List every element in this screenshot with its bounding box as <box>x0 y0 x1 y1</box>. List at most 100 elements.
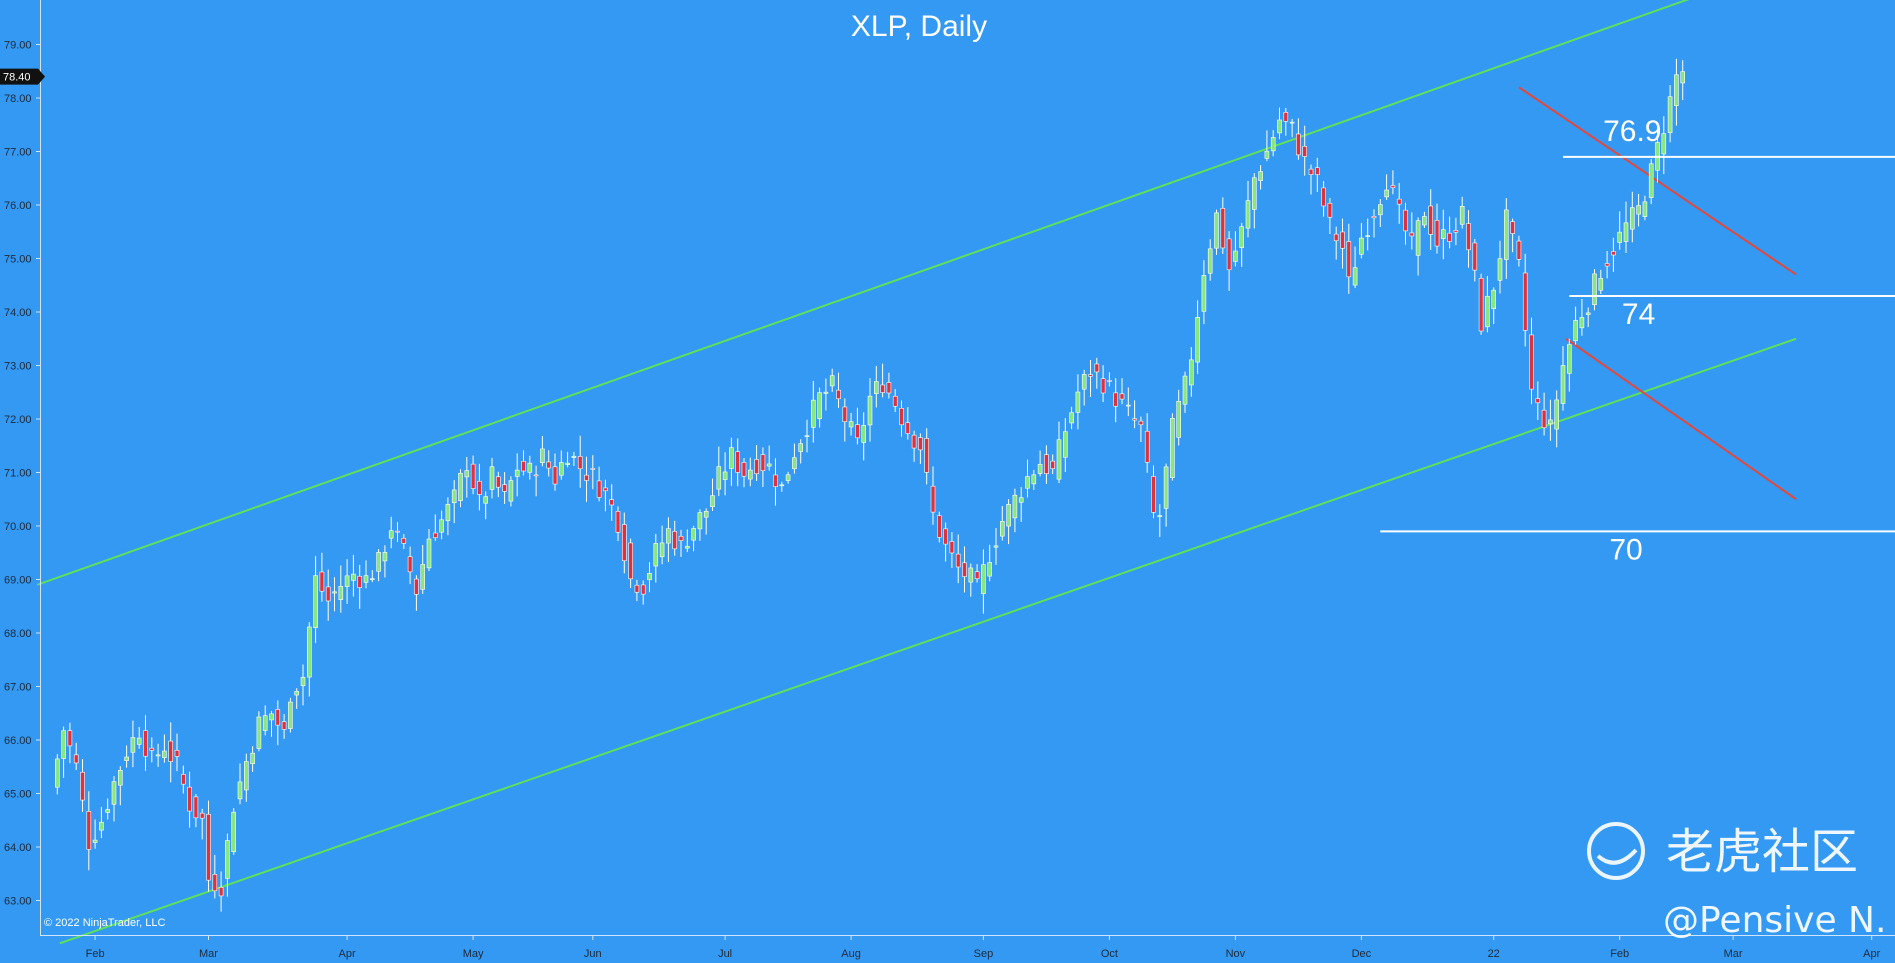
candle-body <box>1573 320 1578 342</box>
candle-body <box>949 541 955 554</box>
candle-body <box>395 530 400 533</box>
candle-body <box>1674 74 1679 106</box>
candle-body <box>149 747 155 751</box>
candle-body <box>1138 420 1144 426</box>
candle-body <box>1352 267 1358 286</box>
candle-body <box>1516 240 1522 260</box>
candle-body <box>1126 404 1131 407</box>
candle-body <box>1529 334 1534 390</box>
candle-body <box>1611 251 1616 256</box>
candle-body <box>609 499 615 506</box>
candle-body <box>1371 215 1377 219</box>
candle-body <box>464 470 470 478</box>
candle-body <box>1378 204 1383 216</box>
candle-body <box>118 770 123 786</box>
candle-body <box>571 455 577 458</box>
candle-body <box>1132 418 1137 421</box>
candle-body <box>1270 137 1276 152</box>
candle-body <box>1560 365 1566 404</box>
y-tick-labels: 79.00 78.00 77.00 76.00 75.00 74.00 73.00 72.00… <box>4 40 40 908</box>
y-tick-label: 63.00 <box>4 896 32 908</box>
candle-body <box>313 575 318 628</box>
candle-body <box>615 511 621 533</box>
candle-body <box>1661 133 1667 155</box>
y-tick-label: 75.00 <box>4 254 32 266</box>
candle-body <box>294 691 300 696</box>
candle-body <box>105 809 110 813</box>
candle-body <box>1195 317 1200 363</box>
candle-body <box>892 395 898 407</box>
candles-layer <box>54 58 1685 912</box>
candle-body <box>1094 363 1100 373</box>
candle-body <box>993 545 999 548</box>
candle-body <box>999 521 1005 537</box>
candle-body <box>99 821 104 831</box>
candle-body <box>325 586 331 602</box>
candle-body <box>1497 258 1503 281</box>
candle-body <box>955 553 961 568</box>
candle-body <box>1144 430 1150 463</box>
candle-body <box>1239 226 1244 248</box>
candle-body <box>760 454 766 472</box>
channel-trendline <box>59 337 1797 945</box>
candle-body <box>1075 391 1081 413</box>
candle-body <box>1283 112 1289 122</box>
candle-body <box>1006 504 1011 527</box>
candle-body <box>155 754 161 757</box>
candle-body <box>584 474 589 481</box>
candle-body <box>1113 392 1118 407</box>
candle-body <box>936 515 942 538</box>
candle-body <box>1245 200 1251 229</box>
candle-body <box>653 543 659 567</box>
candle-body <box>1604 263 1610 267</box>
candle-body <box>162 750 167 758</box>
candle-body <box>1031 474 1037 485</box>
candle-body <box>842 406 848 422</box>
candle-body <box>1025 476 1030 489</box>
candle-body <box>451 489 457 504</box>
y-tick-label: 78.00 <box>4 93 32 105</box>
candle-body <box>1119 393 1125 400</box>
y-tick-label: 79.00 <box>4 40 32 52</box>
candle-body <box>1396 198 1402 205</box>
candle-body <box>873 381 879 394</box>
candle-body <box>817 392 822 420</box>
candle-body <box>861 425 867 443</box>
candle-body <box>1491 289 1496 310</box>
candle-body <box>477 480 482 495</box>
descending-trendline <box>1565 337 1797 501</box>
candle-body <box>1648 163 1654 198</box>
watermark-text: 老虎社区 <box>1666 824 1858 880</box>
candle-body <box>1182 375 1188 405</box>
candle-body <box>61 730 66 759</box>
candle-body <box>218 887 224 897</box>
candle-body <box>1453 230 1459 233</box>
candle-body <box>1069 412 1074 424</box>
candle-body <box>773 474 778 487</box>
tiger-logo-stroke <box>1596 848 1638 865</box>
candle-body <box>124 756 129 761</box>
y-tick-label: 69.00 <box>4 575 32 587</box>
candle-body <box>754 459 759 475</box>
candle-body <box>300 676 306 687</box>
y-tick-label: 72.00 <box>4 414 32 426</box>
candle-body <box>1409 232 1415 237</box>
candle-body <box>319 571 325 592</box>
copyright-notice: © 2022 NinjaTrader, LLC <box>44 917 165 929</box>
candle-body <box>470 463 476 489</box>
candle-body <box>1510 221 1515 234</box>
candle-body <box>804 435 810 438</box>
candle-body <box>1340 231 1345 249</box>
candle-body <box>1258 171 1263 181</box>
candle-body <box>1233 250 1238 262</box>
candle-body <box>369 578 375 580</box>
x-tick-label: Dec <box>1352 948 1372 960</box>
candle-body <box>206 813 211 881</box>
candle-body <box>792 457 797 470</box>
candle-body <box>672 531 678 550</box>
candle-body <box>766 463 772 467</box>
x-tick-label: 22 <box>1488 948 1500 960</box>
candle-body <box>1504 209 1509 260</box>
candle-body <box>1617 231 1622 243</box>
tiger-logo-icon <box>1587 822 1645 880</box>
